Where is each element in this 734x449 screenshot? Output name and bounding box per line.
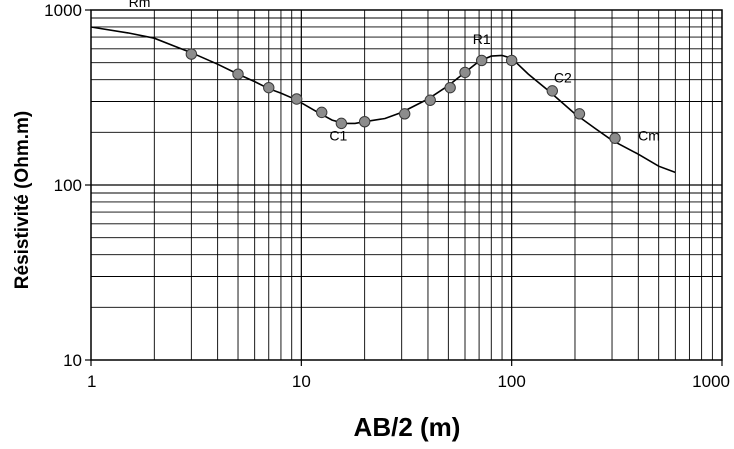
annotation-label: R1 xyxy=(473,31,491,47)
data-point xyxy=(232,68,244,80)
annotation-label: C1 xyxy=(329,127,347,143)
y-tick-label: 100 xyxy=(54,176,82,195)
axis-ticks xyxy=(85,9,723,366)
data-point xyxy=(424,94,436,106)
model-curve xyxy=(90,26,676,174)
data-point xyxy=(358,115,371,128)
data-point xyxy=(475,54,488,67)
major-grid xyxy=(91,10,722,360)
data-point xyxy=(263,81,275,94)
data-point xyxy=(609,132,621,144)
data-points xyxy=(185,48,621,144)
data-point xyxy=(444,81,456,94)
x-tick-label: 10 xyxy=(292,372,311,391)
x-axis-label: AB/2 (m) xyxy=(354,412,461,442)
y-tick-label: 10 xyxy=(63,351,82,370)
x-tick-label: 100 xyxy=(497,372,525,391)
data-point xyxy=(546,85,558,97)
data-point xyxy=(398,108,411,120)
x-tick-labels: 1 10 100 1000 xyxy=(87,372,730,391)
data-point xyxy=(185,48,198,60)
data-point xyxy=(290,93,303,105)
x-tick-label: 1000 xyxy=(692,372,730,391)
annotations: Rm R1 C1 C2 Cm xyxy=(129,0,660,143)
annotation-label: C2 xyxy=(554,70,572,86)
x-tick-label: 1 xyxy=(87,372,96,391)
data-point xyxy=(505,54,518,67)
data-point xyxy=(335,117,348,130)
data-point xyxy=(573,108,586,120)
data-point xyxy=(316,106,328,119)
y-tick-labels: 10 100 1000 xyxy=(44,1,82,370)
annotation-label: Rm xyxy=(129,0,151,10)
y-tick-label: 1000 xyxy=(44,1,82,20)
annotation-label: Cm xyxy=(638,127,660,143)
data-point xyxy=(459,66,471,79)
y-axis-label: Résistivité (Ohm.m) xyxy=(12,111,33,289)
